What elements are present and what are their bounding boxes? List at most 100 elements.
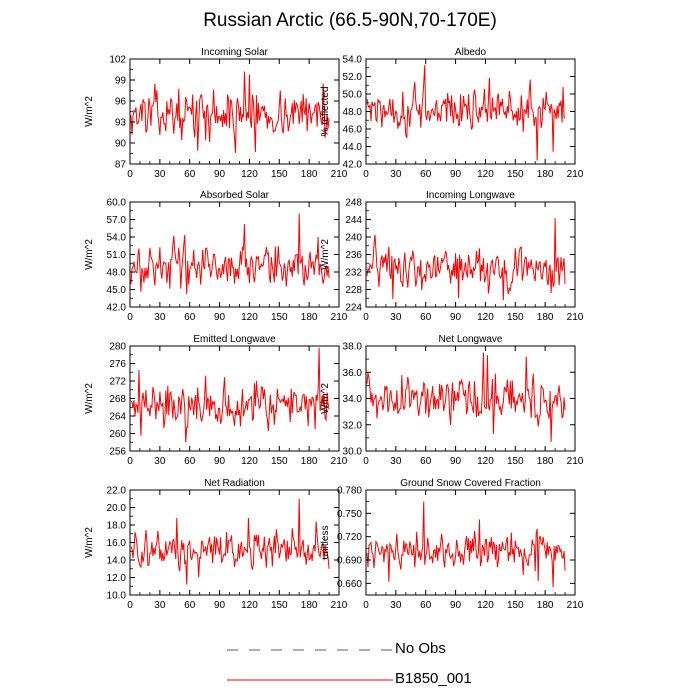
- y-tick-label-ground-snow-covered-fraction: 0.690: [337, 556, 362, 567]
- panel-title-ground-snow-covered-fraction: Ground Snow Covered Fraction: [400, 478, 541, 489]
- series-line-incoming-solar: [130, 71, 330, 153]
- panel-incoming-solar: Incoming Solar W/m^2 0 30 60 90 120 150 180 210 87…: [84, 47, 348, 180]
- y-tick-label-incoming-longwave: 248: [345, 198, 362, 209]
- x-tick-label-absorbed-solar: 150: [271, 312, 288, 323]
- x-tick-label-net-radiation: 30: [154, 600, 166, 611]
- x-tick-label-net-longwave: 150: [507, 456, 524, 467]
- x-tick-label-emitted-longwave: 60: [184, 456, 196, 467]
- x-tick-label-net-longwave: 120: [477, 456, 494, 467]
- legend-line-b1850: [227, 679, 393, 681]
- x-tick-label-net-radiation: 90: [214, 600, 226, 611]
- y-tick-label-absorbed-solar: 60.0: [107, 198, 127, 209]
- y-tick-label-ground-snow-covered-fraction: 0.750: [337, 509, 362, 520]
- y-tick-label-net-radiation: 14.0: [107, 556, 127, 567]
- y-tick-label-absorbed-solar: 45.0: [107, 285, 127, 296]
- x-tick-label-incoming-solar: 120: [241, 169, 258, 180]
- x-tick-label-ground-snow-covered-fraction: 180: [537, 600, 554, 611]
- y-tick-label-incoming-longwave: 232: [345, 268, 362, 279]
- y-tick-label-albedo: 54.0: [343, 55, 363, 66]
- series-line-emitted-longwave: [130, 347, 330, 443]
- y-axis-label-incoming-solar: W/m^2: [84, 96, 95, 127]
- y-tick-label-albedo: 50.0: [343, 90, 363, 101]
- y-tick-label-albedo: 48.0: [343, 107, 363, 118]
- plot-frame-albedo: [365, 58, 576, 165]
- y-tick-label-net-radiation: 22.0: [107, 486, 127, 497]
- y-axis-label-incoming-longwave: W/m^2: [320, 239, 331, 270]
- x-tick-label-net-longwave: 210: [567, 456, 584, 467]
- y-tick-label-emitted-longwave: 268: [109, 394, 126, 405]
- x-tick-label-ground-snow-covered-fraction: 210: [567, 600, 584, 611]
- plot-frame-net-radiation: [129, 489, 340, 596]
- y-tick-label-incoming-longwave: 228: [345, 285, 362, 296]
- x-tick-label-albedo: 120: [477, 169, 494, 180]
- x-tick-label-ground-snow-covered-fraction: 90: [450, 600, 462, 611]
- y-tick-label-net-radiation: 16.0: [107, 538, 127, 549]
- x-tick-label-incoming-longwave: 0: [363, 312, 369, 323]
- x-tick-label-absorbed-solar: 60: [184, 312, 196, 323]
- y-tick-label-emitted-longwave: 276: [109, 359, 126, 370]
- legend-label-no-obs: No Obs: [395, 640, 446, 657]
- panel-title-emitted-longwave: Emitted Longwave: [193, 334, 276, 345]
- y-tick-label-emitted-longwave: 260: [109, 429, 126, 440]
- y-axis-label-emitted-longwave: W/m^2: [84, 383, 95, 414]
- y-axis-label-albedo: % reflected: [320, 86, 331, 136]
- x-tick-label-incoming-longwave: 60: [420, 312, 432, 323]
- x-tick-label-net-radiation: 210: [331, 600, 348, 611]
- x-tick-label-ground-snow-covered-fraction: 120: [477, 600, 494, 611]
- x-tick-label-emitted-longwave: 0: [127, 456, 133, 467]
- x-tick-label-absorbed-solar: 180: [301, 312, 318, 323]
- x-tick-label-incoming-longwave: 90: [450, 312, 462, 323]
- x-tick-label-ground-snow-covered-fraction: 150: [507, 600, 524, 611]
- x-tick-label-net-radiation: 180: [301, 600, 318, 611]
- y-axis-label-net-radiation: W/m^2: [84, 527, 95, 558]
- panel-incoming-longwave: Incoming Longwave W/m^2 0 30 60 90 120 150 180 21…: [320, 190, 584, 323]
- y-tick-label-absorbed-solar: 42.0: [107, 303, 127, 314]
- y-tick-label-net-longwave: 36.0: [343, 368, 363, 379]
- x-tick-label-incoming-solar: 0: [127, 169, 133, 180]
- series-line-ground-snow-covered-fraction: [366, 501, 566, 588]
- panel-title-incoming-solar: Incoming Solar: [201, 47, 268, 58]
- x-tick-label-absorbed-solar: 30: [154, 312, 166, 323]
- panel-ground-snow-covered-fraction: Ground Snow Covered Fraction unitless 0 30 6…: [320, 478, 584, 611]
- y-tick-label-albedo: 46.0: [343, 125, 363, 136]
- y-tick-label-incoming-solar: 102: [109, 55, 126, 66]
- y-tick-label-net-longwave: 38.0: [343, 342, 363, 353]
- y-tick-label-net-radiation: 12.0: [107, 573, 127, 584]
- x-tick-label-incoming-solar: 60: [184, 169, 196, 180]
- x-tick-label-emitted-longwave: 150: [271, 456, 288, 467]
- x-tick-label-ground-snow-covered-fraction: 0: [363, 600, 369, 611]
- x-tick-label-emitted-longwave: 120: [241, 456, 258, 467]
- x-tick-label-albedo: 90: [450, 169, 462, 180]
- series-line-incoming-longwave: [366, 218, 566, 301]
- plot-frame-ground-snow-covered-fraction: [365, 489, 576, 596]
- y-tick-label-emitted-longwave: 272: [109, 377, 126, 388]
- y-tick-label-albedo: 44.0: [343, 142, 363, 153]
- y-tick-label-incoming-solar: 99: [115, 76, 127, 87]
- y-axis-label-absorbed-solar: W/m^2: [84, 239, 95, 270]
- panel-absorbed-solar: Absorbed Solar W/m^2 0 30 60 90 120 150 180 210 42…: [84, 190, 348, 323]
- y-tick-label-incoming-solar: 87: [115, 160, 127, 171]
- panel-title-albedo: Albedo: [455, 47, 487, 58]
- x-tick-label-net-radiation: 0: [127, 600, 133, 611]
- x-tick-label-incoming-solar: 150: [271, 169, 288, 180]
- x-tick-label-emitted-longwave: 180: [301, 456, 318, 467]
- y-tick-label-albedo: 42.0: [343, 160, 363, 171]
- x-tick-label-net-longwave: 90: [450, 456, 462, 467]
- series-line-net-radiation: [130, 498, 330, 585]
- x-tick-label-incoming-longwave: 30: [390, 312, 402, 323]
- series-line-net-longwave: [366, 352, 566, 442]
- legend-label-b1850: B1850_001: [395, 670, 472, 687]
- y-tick-label-absorbed-solar: 54.0: [107, 233, 127, 244]
- x-tick-label-absorbed-solar: 90: [214, 312, 226, 323]
- y-tick-label-net-radiation: 18.0: [107, 521, 127, 532]
- y-tick-label-incoming-longwave: 240: [345, 233, 362, 244]
- x-tick-label-albedo: 150: [507, 169, 524, 180]
- x-tick-label-albedo: 30: [390, 169, 402, 180]
- x-tick-label-incoming-longwave: 150: [507, 312, 524, 323]
- legend-line-no-obs: [227, 649, 393, 651]
- x-tick-label-incoming-solar: 90: [214, 169, 226, 180]
- x-tick-label-absorbed-solar: 120: [241, 312, 258, 323]
- x-tick-label-absorbed-solar: 0: [127, 312, 133, 323]
- x-tick-label-ground-snow-covered-fraction: 30: [390, 600, 402, 611]
